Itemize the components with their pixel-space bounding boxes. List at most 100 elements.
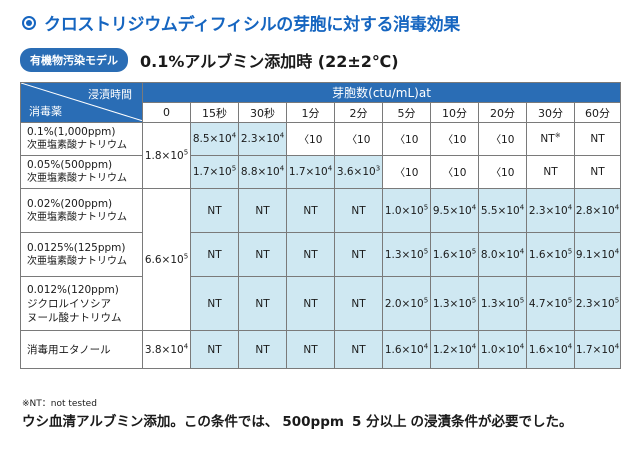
value-cell: NT	[238, 276, 287, 331]
value-cell: 1.7×104	[286, 155, 335, 189]
value-cell: 2.0×105	[382, 276, 431, 331]
value-cell: 1.0×105	[382, 188, 431, 233]
value-cell: 8.8×104	[238, 155, 287, 189]
agent-name: 消毒用エタノール	[27, 343, 111, 356]
time-60m: 60分	[573, 102, 622, 123]
agent-cell: 0.05%(500ppm) 次亜塩素酸ナトリウム	[20, 155, 143, 189]
page-title: クロストリジウムディフィシルの芽胞に対する消毒効果	[44, 15, 460, 35]
time-30m: 30分	[526, 102, 575, 123]
conclusion-minutes: 5 分以上	[351, 414, 407, 430]
header-spore-count: 芽胞数(ctu/mL)at	[141, 82, 622, 103]
conclusion-part2: の浸漬条件が必要でした。	[410, 414, 573, 430]
initial-count-cell: 1.8×105	[142, 122, 191, 189]
exponent: 4	[327, 164, 333, 173]
value-cell: 2.8×104	[573, 188, 622, 233]
value-cell: NT	[334, 232, 383, 277]
exponent: 4	[614, 247, 620, 255]
exponent: 5	[614, 296, 620, 304]
value: 2.3×10	[528, 204, 568, 217]
exponent: 5	[423, 247, 429, 255]
value-cell: 〈10	[478, 155, 527, 189]
value-cell: NT※	[526, 122, 575, 156]
value-cell: 〈10	[334, 122, 383, 156]
agent-cell: 消毒用エタノール	[20, 330, 143, 369]
value: 1.6×10	[528, 248, 568, 261]
value-cell: NT	[286, 330, 335, 369]
table-row: 0.05%(500ppm) 次亜塩素酸ナトリウム 1.7×105 8.8×104…	[20, 155, 622, 189]
footnote: ※NT：not tested	[22, 399, 97, 409]
exponent: 5	[519, 296, 525, 304]
value-cell: 5.5×104	[478, 188, 527, 233]
value-cell: 1.6×105	[430, 232, 479, 277]
value: 9.5×10	[432, 204, 472, 217]
agent-name: 次亜塩素酸ナトリウム	[27, 173, 127, 184]
value: 1.2×10	[432, 343, 472, 356]
value-cell: 〈10	[286, 122, 335, 156]
exponent: 4	[471, 203, 477, 211]
value: 2.3×10	[575, 297, 615, 310]
agent-cell: 0.0125%(125ppm) 次亜塩素酸ナトリウム	[20, 232, 143, 277]
value-cell: NT	[286, 188, 335, 233]
value: 8.5×10	[192, 133, 232, 145]
value: 2.0×10	[384, 297, 424, 310]
value-cell: 〈10	[430, 122, 479, 156]
value: 8.8×10	[240, 166, 280, 178]
agent-concentration: 0.02%(200ppm)	[27, 197, 113, 210]
value-cell: NT	[238, 232, 287, 277]
value-cell: 1.6×105	[526, 232, 575, 277]
exponent: 4	[279, 131, 285, 140]
initial-count: 1.8×10	[144, 149, 184, 162]
value-cell: 〈10	[382, 122, 431, 156]
value: 2.3×10	[240, 133, 280, 145]
time-30s: 30秒	[238, 102, 287, 123]
agent-cell: 0.1%(1,000ppm) 次亜塩素酸ナトリウム	[20, 122, 143, 156]
condition-badge: 有機物汚染モデル	[20, 48, 128, 72]
time-20m: 20分	[478, 102, 527, 123]
value-cell: 3.6×103	[334, 155, 383, 189]
value-cell: NT	[334, 276, 383, 331]
value-cell: 1.0×104	[478, 330, 527, 369]
header-time: 浸漬時間	[88, 88, 132, 101]
initial-exponent: 5	[183, 252, 189, 260]
value-cell: NT	[334, 330, 383, 369]
value-cell: 〈10	[478, 122, 527, 156]
value: 1.0×10	[480, 343, 520, 356]
value-cell: NT	[334, 188, 383, 233]
value-cell: NT	[526, 155, 575, 189]
value: 2.8×10	[575, 204, 615, 217]
value-cell: 1.3×105	[478, 276, 527, 331]
value-cell: NT	[286, 232, 335, 277]
value-cell: NT	[286, 276, 335, 331]
value: 9.1×10	[575, 248, 615, 261]
time-2m: 2分	[334, 102, 383, 123]
table-row: 消毒用エタノール 3.8×104 NT NT NT NT 1.6×104 1.2…	[20, 330, 622, 369]
value-cell: 8.0×104	[478, 232, 527, 277]
value-cell: 1.6×104	[382, 330, 431, 369]
corner-diagonal	[21, 83, 142, 121]
value: 1.6×10	[432, 248, 472, 261]
exponent: 5	[567, 247, 573, 255]
header-agent: 消毒薬	[29, 105, 62, 118]
value-cell: NT	[573, 155, 622, 189]
value-cell: 1.3×105	[382, 232, 431, 277]
agent-name: ジクロルイソシア	[27, 297, 111, 310]
exponent: 5	[471, 247, 477, 255]
value: 1.3×10	[432, 297, 472, 310]
initial-count: 6.6×10	[144, 253, 184, 266]
value-cell: 1.7×105	[190, 155, 239, 189]
value-cell: 2.3×104	[238, 122, 287, 156]
time-15s: 15秒	[190, 102, 239, 123]
value-cell: NT	[190, 232, 239, 277]
conclusion-ppm: 500ppm	[282, 414, 344, 430]
agent-name: 次亜塩素酸ナトリウム	[27, 211, 127, 223]
initial-count-cell: 3.8×104	[142, 330, 191, 369]
value-cell: 〈10	[430, 155, 479, 189]
bullet-icon	[22, 15, 36, 30]
value-cell: NT	[238, 330, 287, 369]
results-table: 浸漬時間 消毒薬 芽胞数(ctu/mL)at 0 15秒 30秒 1分 2分 5…	[20, 82, 622, 369]
exponent: 4	[423, 342, 429, 350]
value: 1.3×10	[480, 297, 520, 310]
initial-count-cell: 6.6×105	[142, 188, 191, 331]
agent-concentration: 0.1%(1,000ppm)	[27, 126, 116, 138]
time-1m: 1分	[286, 102, 335, 123]
